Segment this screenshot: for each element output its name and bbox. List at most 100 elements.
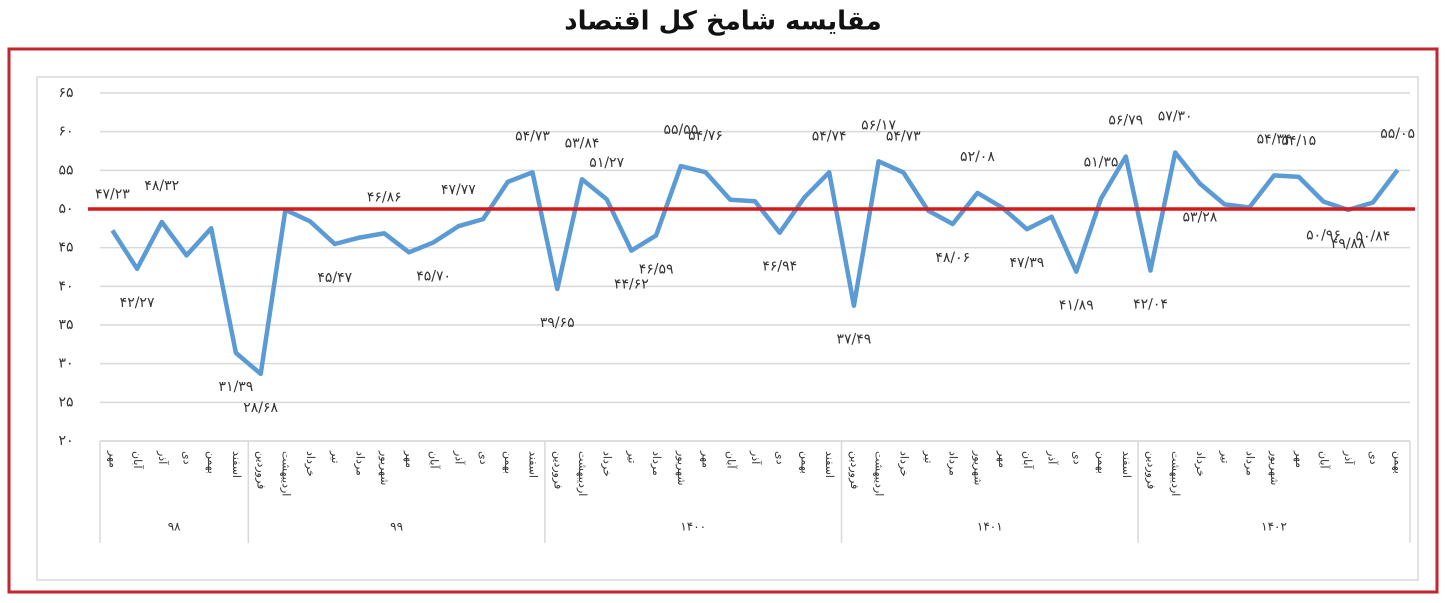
- x-tick-label: دی: [1070, 451, 1083, 465]
- value-label: ۳۱/۳۹: [219, 379, 254, 395]
- value-label: ۳۷/۴۹: [836, 332, 871, 348]
- x-tick-label: آبان: [131, 451, 145, 469]
- x-tick-label: تیر: [1219, 450, 1232, 463]
- y-tick-label: ۳۰: [58, 356, 73, 372]
- x-tick-label: اسفند: [230, 451, 243, 478]
- x-tick-label: آذر: [749, 450, 763, 465]
- y-tick-label: ۶۰: [58, 124, 73, 140]
- x-tick-label: اردیبهشت: [279, 451, 292, 496]
- x-tick-label: آذر: [1046, 450, 1060, 465]
- x-tick-label: فروردین: [1144, 451, 1157, 489]
- x-tick-label: تیر: [329, 450, 342, 463]
- x-tick-label: اردیبهشت: [873, 451, 886, 496]
- value-label: ۳۹/۶۵: [540, 315, 575, 331]
- x-tick-label: دی: [774, 451, 787, 465]
- x-tick-label: بهمن: [1095, 451, 1108, 474]
- value-label: ۴۸/۳۲: [144, 178, 179, 194]
- group-label: ۹۹: [390, 520, 403, 534]
- value-label: ۴۷/۳۹: [1009, 255, 1044, 271]
- value-label: ۵۵/۰۵: [1380, 126, 1415, 142]
- y-tick-label: ۴۰: [58, 278, 73, 294]
- x-tick-label: آبان: [1021, 451, 1035, 469]
- x-tick-label: آذر: [1342, 450, 1356, 465]
- x-tick-label: شهریور: [675, 450, 688, 485]
- x-tick-label: شهریور: [971, 450, 984, 485]
- x-tick-label: اردیبهشت: [576, 451, 589, 496]
- value-label: ۴۲/۲۷: [120, 295, 155, 311]
- value-label: ۵۵/۵۵: [663, 122, 698, 138]
- x-tick-label: آبان: [1317, 451, 1331, 469]
- x-tick-label: مهر: [700, 450, 713, 468]
- y-tick-label: ۶۵: [58, 85, 73, 101]
- y-tick-label: ۵۰: [58, 201, 73, 217]
- y-tick-label: ۴۵: [58, 240, 73, 256]
- x-tick-label: مرداد: [650, 451, 663, 476]
- x-tick-label: مهر: [996, 450, 1009, 468]
- data-line: [110, 150, 1400, 377]
- x-tick-label: دی: [181, 451, 194, 465]
- value-label: ۵۲/۰۸: [960, 149, 995, 165]
- value-label: ۴۷/۷۷: [441, 182, 476, 198]
- group-label: ۹۸: [168, 520, 181, 534]
- x-tick-label: بهمن: [1392, 451, 1405, 474]
- x-tick-label: مرداد: [947, 451, 960, 476]
- value-label: ۵۶/۱۷: [861, 117, 896, 133]
- value-label: ۲۸/۶۸: [243, 400, 278, 416]
- x-tick-label: مرداد: [354, 451, 367, 476]
- x-tick-label: خرداد: [897, 451, 910, 477]
- value-label: ۵۴/۷۴: [812, 128, 847, 144]
- value-label: ۴۶/۸۶: [367, 189, 402, 205]
- x-tick-label: شهریور: [378, 450, 391, 485]
- value-label: ۵۳/۲۸: [1183, 210, 1218, 226]
- x-tick-label: خرداد: [304, 451, 317, 477]
- x-tick-label: خرداد: [1194, 451, 1207, 477]
- value-label: ۴۹/۸۸: [1331, 236, 1366, 252]
- value-label: ۴۶/۵۹: [639, 261, 674, 277]
- group-label: ۱۴۰۱: [977, 520, 1003, 534]
- x-tick-label: اسفند: [823, 451, 836, 478]
- value-label: ۴۱/۸۹: [1059, 298, 1094, 314]
- x-tick-label: بهمن: [502, 451, 515, 474]
- x-tick-label: اسفند: [527, 451, 540, 478]
- x-tick-label: دی: [1367, 451, 1380, 465]
- value-label: ۵۰/۹۶: [1306, 228, 1341, 244]
- x-tick-label: آذر: [452, 450, 466, 465]
- x-tick-label: آذر: [156, 450, 170, 465]
- value-label: ۴۷/۲۳: [95, 186, 130, 202]
- value-label: ۴۶/۹۴: [762, 259, 797, 275]
- x-tick-label: آبان: [428, 451, 442, 469]
- value-label: ۴۵/۴۷: [317, 270, 352, 286]
- value-label: ۵۶/۷۹: [1108, 112, 1143, 128]
- x-tick-label: بهمن: [798, 451, 811, 474]
- x-tick-label: تیر: [625, 450, 638, 463]
- y-tick-label: ۲۵: [58, 394, 73, 410]
- value-label: ۴۲/۰۴: [1133, 297, 1168, 313]
- group-label: ۱۴۰۰: [680, 520, 706, 534]
- value-label: ۵۰/۸۴: [1356, 229, 1391, 245]
- value-label: ۴۴/۶۲: [614, 277, 649, 293]
- x-tick-label: مهر: [106, 450, 119, 468]
- x-tick-label: خرداد: [601, 451, 614, 477]
- value-label: ۵۴/۷۳: [886, 128, 921, 144]
- value-label: ۵۴/۱۵: [1281, 133, 1316, 149]
- x-tick-label: مرداد: [1243, 451, 1256, 476]
- x-tick-label: مهر: [1293, 450, 1306, 468]
- value-label: ۵۷/۳۰: [1158, 109, 1193, 125]
- plot-frame: [36, 76, 1419, 581]
- group-label: ۱۴۰۲: [1261, 520, 1287, 534]
- x-tick-label: آبان: [724, 451, 738, 469]
- x-tick-label: فروردین: [848, 451, 861, 489]
- y-tick-label: ۵۵: [58, 162, 73, 178]
- value-label: ۵۱/۳۵: [1084, 155, 1119, 171]
- x-tick-label: اسفند: [1120, 451, 1133, 478]
- value-label: ۴۸/۰۶: [935, 250, 970, 266]
- x-tick-label: بهمن: [205, 451, 218, 474]
- value-label: ۵۴/۳۴: [1257, 131, 1292, 147]
- value-label: ۵۴/۷۶: [688, 128, 723, 144]
- chart-title: مقایسه شامخ کل اقتصاد: [564, 7, 881, 37]
- outer-frame: [7, 47, 1439, 594]
- x-tick-label: شهریور: [1268, 450, 1281, 485]
- value-label: ۵۴/۷۳: [515, 128, 550, 144]
- y-tick-label: ۳۵: [58, 317, 73, 333]
